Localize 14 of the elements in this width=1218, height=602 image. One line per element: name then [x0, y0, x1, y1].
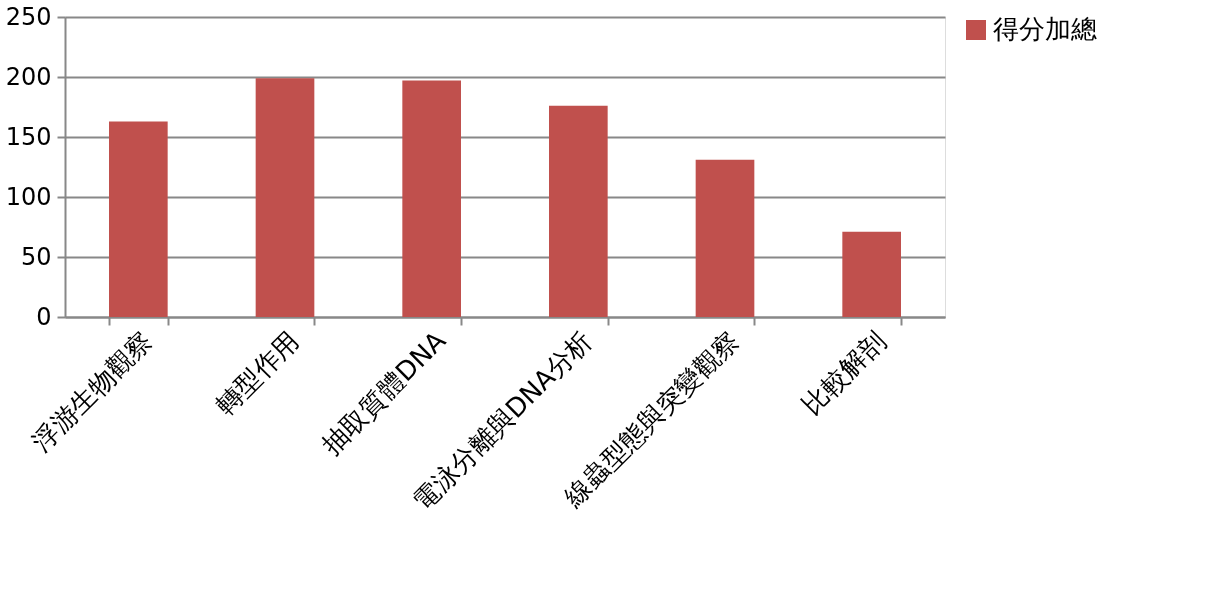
x-tick-label: 轉型作用 [209, 325, 305, 421]
y-tick-label: 200 [5, 62, 52, 91]
bar [402, 80, 461, 317]
bar [695, 159, 755, 317]
bar [549, 105, 608, 317]
y-tick-label: 150 [5, 122, 52, 151]
y-tick-label: 50 [20, 242, 52, 271]
bar [842, 231, 901, 317]
bar [255, 78, 315, 317]
x-tick-label: 比較解剖 [796, 325, 892, 421]
bar [109, 121, 168, 317]
y-tick-label: 250 [5, 2, 52, 31]
legend-label: 得分加總 [993, 14, 1097, 44]
y-tick-label: 100 [5, 182, 52, 211]
